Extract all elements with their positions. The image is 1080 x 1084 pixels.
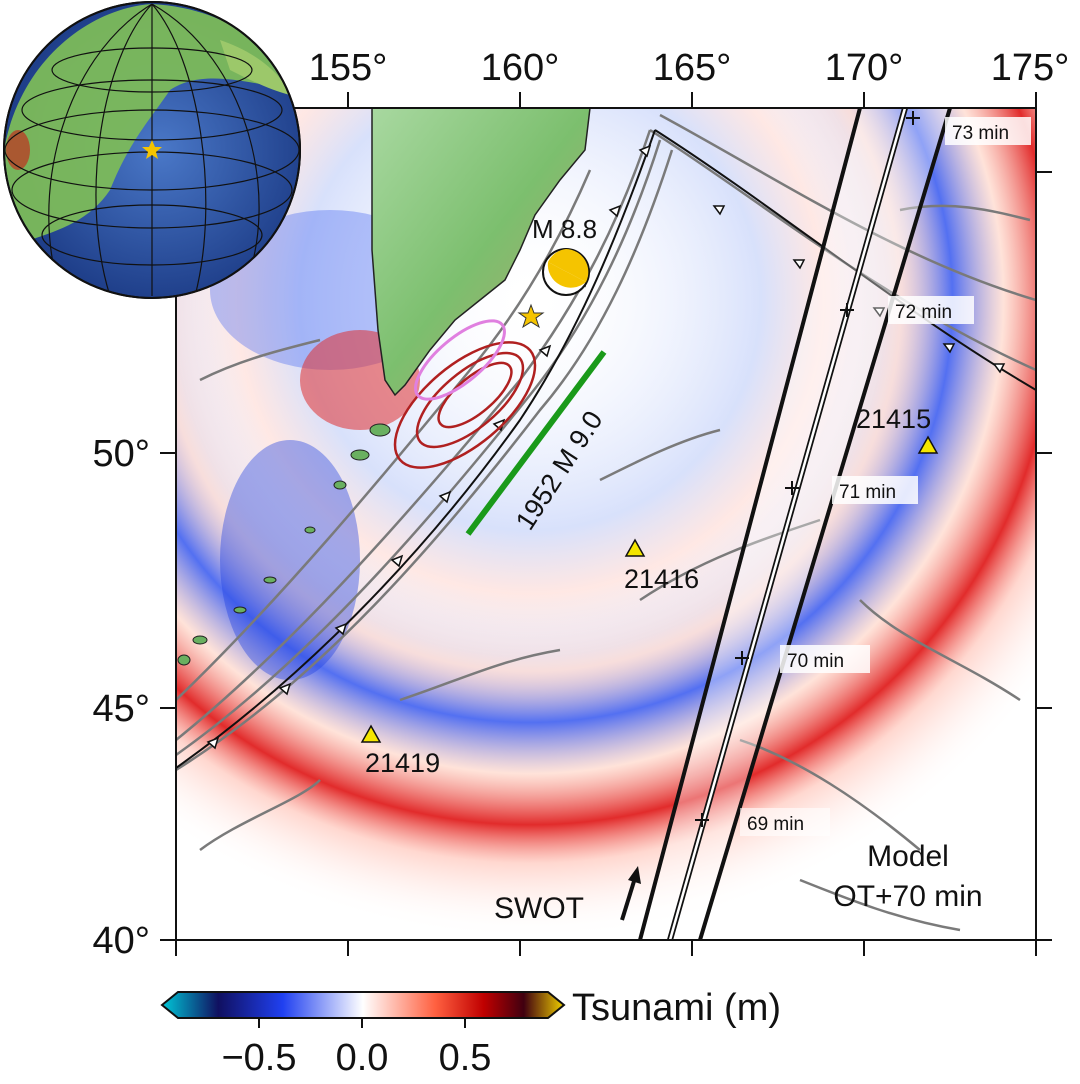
lon-tick-165: 165° xyxy=(653,47,732,89)
station-triangle-icon xyxy=(360,724,382,743)
lon-tick-175: 175° xyxy=(991,47,1070,89)
wave-front xyxy=(176,108,1036,940)
kamchatka-land xyxy=(371,108,591,397)
lon-tick-160: 160° xyxy=(481,47,560,89)
svg-text:69 min: 69 min xyxy=(747,814,804,835)
bathymetry-contours xyxy=(176,113,1036,932)
swot-time-ticks xyxy=(695,111,920,827)
graticule xyxy=(5,3,299,297)
kuril-kamchatka-trench xyxy=(176,129,656,769)
lon-tick-155: 155° xyxy=(309,47,388,89)
svg-text:73 min: 73 min xyxy=(952,123,1009,144)
aftershock-contour xyxy=(414,319,506,401)
swot-direction-arrow-icon xyxy=(620,866,641,921)
colorbar-tick-zero: 0.0 xyxy=(336,1037,389,1079)
station-label: 21419 xyxy=(365,748,440,778)
globe-epicenter-star-icon xyxy=(142,140,162,159)
svg-text:72 min: 72 min xyxy=(895,302,952,323)
colorbar-tick-neg: −0.5 xyxy=(221,1037,296,1079)
station-triangle-icon xyxy=(917,435,939,454)
swot-time-label-70: 70 min xyxy=(780,645,870,673)
slip-contours xyxy=(393,341,537,469)
station-label: 21416 xyxy=(624,564,699,594)
map-area xyxy=(176,108,1036,940)
epicenter-star-icon xyxy=(517,303,545,329)
inset-globe xyxy=(3,1,301,299)
colorbar-title: Tsunami (m) xyxy=(572,987,781,1029)
lat-tick-50: 50° xyxy=(93,433,150,475)
swot-label: SWOT xyxy=(494,892,584,925)
aleutian-trench xyxy=(654,129,1036,391)
station-21416: 21416 xyxy=(624,538,699,594)
swot-swath xyxy=(638,108,952,940)
lon-tick-170: 170° xyxy=(825,47,904,89)
asia-landmass xyxy=(5,4,290,240)
colorbar-gradient xyxy=(160,991,566,1019)
rupture-1952-line xyxy=(465,350,607,536)
station-label: 21415 xyxy=(856,404,931,434)
model-label-line2: OT+70 min xyxy=(833,880,982,913)
svg-text:70 min: 70 min xyxy=(787,651,844,672)
map-frame xyxy=(175,107,1037,941)
lat-tick-40: 40° xyxy=(93,920,150,962)
kuril-islands xyxy=(177,423,391,666)
alaska-landmass xyxy=(220,40,290,95)
swot-time-label-72: 72 min xyxy=(888,296,974,324)
swot-time-label-69: 69 min xyxy=(740,808,830,836)
swot-time-label-71: 71 min xyxy=(832,476,918,504)
axis-ticks xyxy=(160,92,1052,956)
lat-tick-45: 45° xyxy=(93,688,150,730)
swot-time-label-73: 73 min xyxy=(945,117,1031,145)
station-21415: 21415 xyxy=(856,404,939,454)
colorbar: −0.5 0.0 0.5 Tsunami (m) xyxy=(160,987,781,1079)
model-label-line1: Model xyxy=(867,840,949,873)
focal-mechanism-icon xyxy=(542,248,590,296)
station-triangle-icon xyxy=(624,538,646,557)
event-magnitude-label: M 8.8 xyxy=(532,214,597,244)
station-21419: 21419 xyxy=(360,724,440,778)
svg-text:71 min: 71 min xyxy=(839,482,896,503)
colorbar-tick-pos: 0.5 xyxy=(439,1037,492,1079)
